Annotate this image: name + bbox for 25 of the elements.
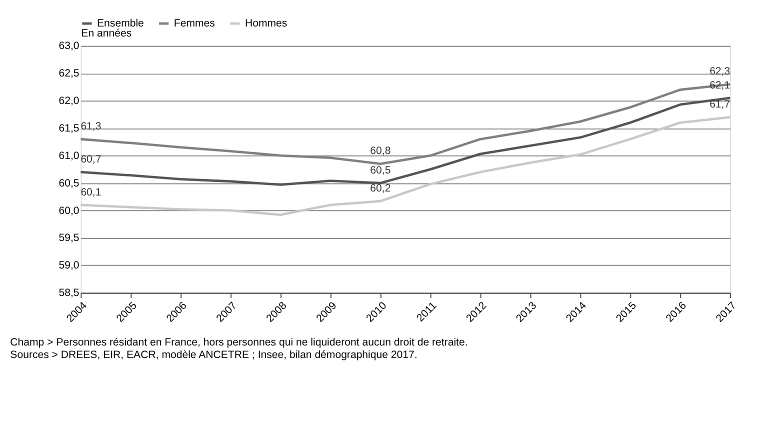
y-tick-label: 60,5: [58, 177, 80, 190]
y-tick-label: 62,0: [58, 95, 80, 108]
line-series: [79, 116, 732, 216]
y-tick-label: 62,5: [58, 68, 80, 80]
text: Champ > Personnes résidant en France, hors personnes qui ne liquideront aucun droit de retraite.: [10, 336, 468, 349]
y-axis-title: En années: [81, 28, 132, 40]
source-note: Sources > DREES, EIR, EACR, modèle ANCETRE ; Insee, bilan démographique 2017.: [10, 349, 418, 362]
line-series: [79, 83, 732, 166]
data-label: 60,1: [80, 186, 102, 198]
y-tick-label: 61,5: [58, 122, 80, 135]
y-tick-label: 61,0: [58, 150, 80, 162]
data-label: 60,7: [80, 153, 102, 166]
y-tick-label: 58,5: [58, 287, 80, 300]
y-tick-label: 60,0: [58, 204, 80, 217]
y-tick-label: 59,5: [58, 232, 80, 244]
data-label: 60,8: [370, 145, 391, 158]
line-series: [79, 96, 732, 186]
legend-label: Ensemble: [97, 17, 144, 30]
data-label: 60,5: [370, 164, 391, 176]
data-label: 61,7: [710, 98, 730, 111]
y-tick-label: 63,0: [58, 40, 80, 52]
data-label: 60,2: [370, 182, 391, 195]
legend-label: Femmes: [174, 17, 215, 30]
legend-label: Hommes: [244, 17, 288, 30]
y-tick-label: 59,0: [58, 260, 80, 272]
